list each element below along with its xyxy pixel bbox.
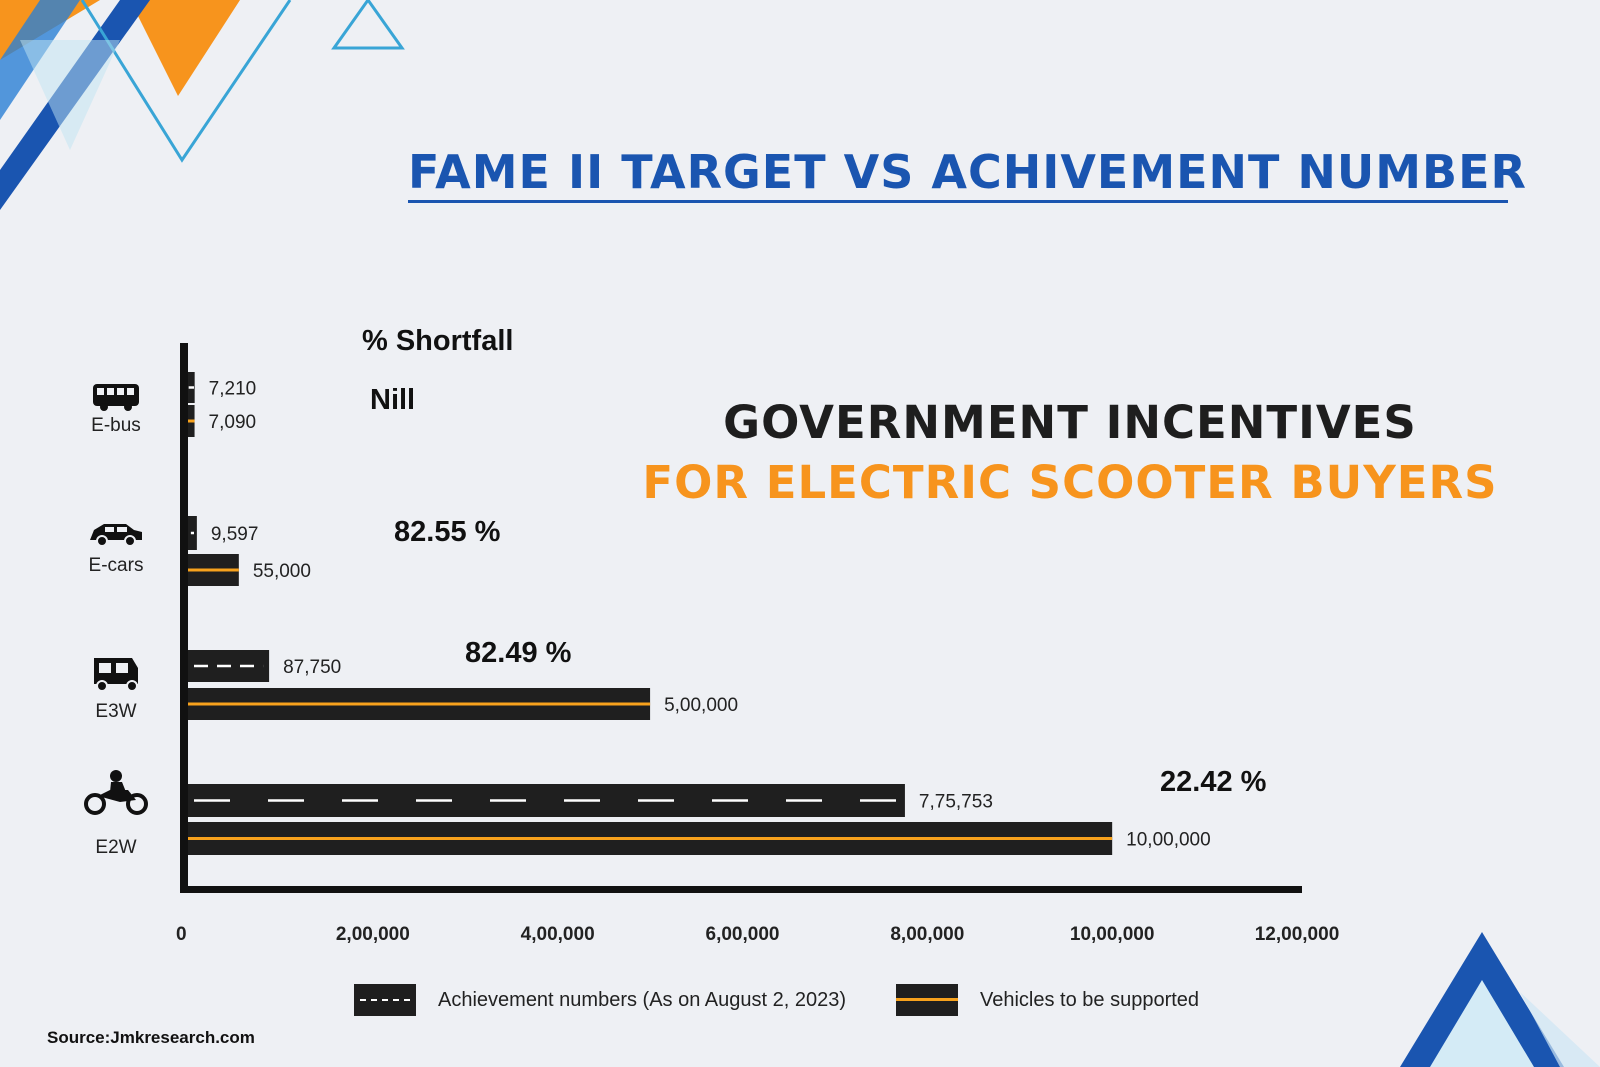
achievement-value-label: 7,75,753 xyxy=(919,792,993,813)
achievement-bar xyxy=(188,784,905,817)
achievement-value-label: 7,210 xyxy=(209,379,257,400)
shortfall-header: % Shortfall xyxy=(362,325,513,357)
shortfall-value: 82.55 % xyxy=(394,516,501,548)
x-axis-line xyxy=(180,886,1302,893)
page-title: FAME II TARGET VS ACHIVEMENT NUMBER xyxy=(408,145,1527,199)
category-label: E-cars xyxy=(89,555,144,576)
target-value-label: 5,00,000 xyxy=(664,695,738,716)
auto-rickshaw-icon xyxy=(94,658,138,692)
x-tick-label: 10,00,000 xyxy=(1070,924,1155,945)
target-bar-stripe xyxy=(188,837,1113,840)
target-bar-stripe xyxy=(188,419,195,423)
x-tick-label: 2,00,000 xyxy=(336,924,410,945)
x-tick-label: 4,00,000 xyxy=(521,924,595,945)
overlay-line-2: FOR ELECTRIC SCOOTER BUYERS xyxy=(642,456,1498,509)
legend-swatch-achievement xyxy=(354,984,416,1016)
category-label: E2W xyxy=(95,837,136,858)
motorcycle-icon xyxy=(84,770,148,815)
x-tick-label: 8,00,000 xyxy=(890,924,964,945)
decorative-corner-triangle xyxy=(1400,932,1600,1067)
shortfall-value: 22.42 % xyxy=(1160,766,1267,798)
legend-swatch-target xyxy=(896,984,958,1016)
car-icon xyxy=(90,524,142,547)
target-value-label: 7,090 xyxy=(209,412,257,433)
shortfall-value: 82.49 % xyxy=(465,637,572,669)
decorative-corner-shapes xyxy=(0,0,405,210)
target-bar-stripe xyxy=(188,568,239,572)
overlay-line-1: GOVERNMENT INCENTIVES xyxy=(723,396,1417,449)
legend-target: Vehicles to be supported xyxy=(896,983,1199,1017)
legend-label-achievement: Achievement numbers (As on August 2, 202… xyxy=(438,988,847,1011)
source-note: Source:Jmkresearch.com xyxy=(47,1028,255,1047)
target-value-label: 55,000 xyxy=(253,561,311,582)
x-tick-label: 6,00,000 xyxy=(706,924,780,945)
x-tick-label: 12,00,000 xyxy=(1255,924,1340,945)
legend-achievement: Achievement numbers (As on August 2, 202… xyxy=(354,983,846,1017)
target-value-label: 10,00,000 xyxy=(1126,830,1211,851)
x-tick-label: 0 xyxy=(176,924,187,945)
category-label: E3W xyxy=(95,701,136,722)
category-label: E-bus xyxy=(91,415,141,436)
achievement-value-label: 87,750 xyxy=(283,657,341,678)
target-bar-stripe xyxy=(188,702,651,706)
achievement-value-label: 9,597 xyxy=(211,524,259,545)
shortfall-value: Nill xyxy=(370,384,415,416)
title-underline xyxy=(408,200,1508,203)
legend-label-target: Vehicles to be supported xyxy=(980,988,1200,1011)
y-axis-line xyxy=(180,343,188,893)
bus-icon xyxy=(93,384,139,411)
